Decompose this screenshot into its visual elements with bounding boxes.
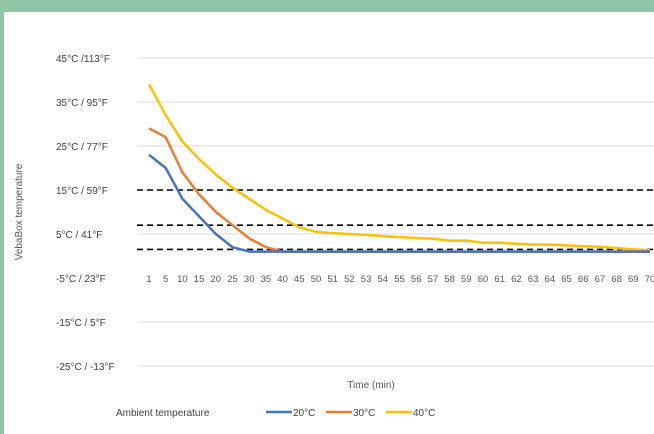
line-chart: 45°C /113°F35°C / 95°F25°C / 77°F15°C / … [4,12,654,434]
x-tick-label: 60 [478,274,489,285]
x-tick-label: 20 [211,274,222,285]
x-tick-label: 62 [511,274,522,285]
x-tick-label: 10 [177,274,188,285]
x-tick-label: 69 [628,274,639,285]
y-tick-label: 15°C / 59°F [56,186,108,197]
x-tick-label: 65 [561,274,572,285]
x-tick-label: 59 [461,274,472,285]
x-tick-label: 58 [444,274,455,285]
legend-item-label: 40°C [413,408,435,419]
x-tick-label: 30 [244,274,255,285]
legend-title: Ambient temperature [116,408,210,419]
x-tick-label: 64 [545,274,556,285]
x-tick-label: 50 [311,274,322,285]
x-tick-label: 40 [277,274,288,285]
y-tick-label: -25°C / -13°F [56,362,115,373]
y-tick-label: 25°C / 77°F [56,142,108,153]
legend-item-label: 20°C [293,408,315,419]
x-tick-label: 67 [595,274,606,285]
chart-panel: 45°C /113°F 35°C / 95°F 25°C / 77°F 15°C / … [4,12,654,434]
x-tick-label: 45 [294,274,305,285]
x-tick-label: 54 [378,274,389,285]
chart-frame: 45°C /113°F 35°C / 95°F 25°C / 77°F 15°C / … [0,12,654,434]
legend: 20°C 30°C 40°C [266,408,435,419]
x-tick-label: 15 [194,274,205,285]
x-tick-labels: 1 5 10 15 20 25 30 35 40 45 50 51 52 53 54 55 56 57 58 59 60… [146,274,654,285]
y-axis-title: VebaBox temperature [14,163,25,260]
x-tick-label: 52 [344,274,355,285]
x-tick-label: 57 [428,274,439,285]
legend-item-label: 30°C [353,408,375,419]
x-tick-label: 25 [227,274,238,285]
x-tick-label: 61 [494,274,505,285]
x-tick-label: 55 [394,274,405,285]
x-axis-title: Time (min) [347,380,394,391]
x-tick-label: 68 [611,274,622,285]
x-tick-label: 53 [361,274,372,285]
x-tick-label: 56 [411,274,422,285]
x-tick-label: 70 [645,274,654,285]
y-tick-label: -15°C / 5°F [56,318,106,329]
y-tick-labels: 45°C /113°F 35°C / 95°F 25°C / 77°F 15°C / … [56,54,115,373]
series-lines [149,84,650,251]
y-tick-label: 5°C / 41°F [56,230,102,241]
reference-lines [137,190,654,249]
x-tick-label: 66 [578,274,589,285]
x-tick-label: 51 [327,274,338,285]
x-tick-label: 1 [146,274,151,285]
x-tick-label: 5 [163,274,168,285]
y-tick-label: 35°C / 95°F [56,98,108,109]
y-tick-label: 45°C /113°F [56,54,110,65]
y-tick-label: -5°C / 23°F [56,274,106,285]
x-tick-label: 35 [261,274,272,285]
x-tick-label: 63 [528,274,539,285]
